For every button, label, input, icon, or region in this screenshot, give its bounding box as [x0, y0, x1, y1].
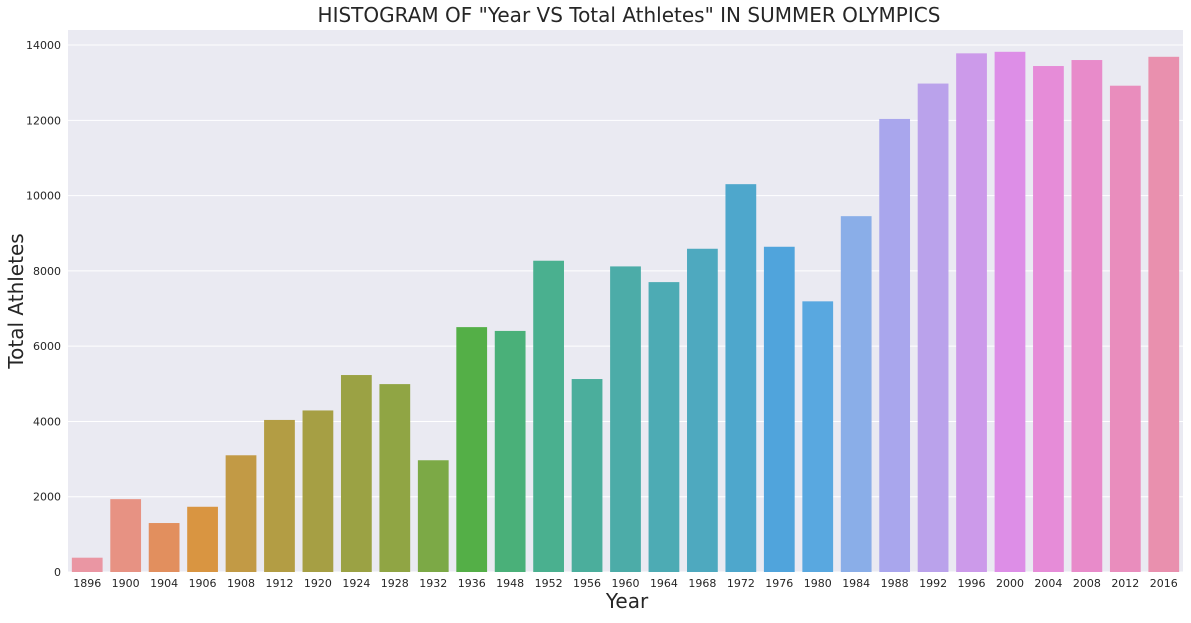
x-tick-label: 1928 — [381, 577, 409, 590]
x-tick-label: 1972 — [727, 577, 755, 590]
x-tick-label: 1932 — [419, 577, 447, 590]
y-tick-label: 0 — [54, 566, 61, 579]
y-tick-label: 6000 — [33, 340, 61, 353]
x-tick-label: 1976 — [765, 577, 793, 590]
bar-1912 — [264, 419, 295, 572]
x-tick-label: 1964 — [650, 577, 678, 590]
x-tick-label: 1952 — [535, 577, 563, 590]
bar-1932 — [417, 460, 449, 572]
bar-1992 — [917, 83, 949, 572]
y-tick-label: 10000 — [26, 190, 61, 203]
x-tick-label: 1896 — [73, 577, 101, 590]
y-tick-label: 8000 — [33, 265, 61, 278]
bar-1984 — [840, 216, 872, 573]
chart-title: HISTOGRAM OF "Year VS Total Athletes" IN… — [318, 3, 941, 27]
bar-1980 — [802, 301, 834, 572]
x-tick-label: 1980 — [804, 577, 832, 590]
bar-1908 — [225, 455, 257, 572]
bar-1896 — [71, 557, 103, 572]
x-tick-label: 2012 — [1111, 577, 1139, 590]
bar-1956 — [571, 379, 603, 572]
bar-2008 — [1071, 60, 1103, 573]
x-tick-label: 1988 — [881, 577, 909, 590]
bar-1988 — [879, 118, 911, 572]
bar-1968 — [687, 248, 718, 573]
x-tick-label: 1992 — [919, 577, 947, 590]
x-tick-label: 1920 — [304, 577, 332, 590]
x-tick-label: 1968 — [688, 577, 716, 590]
bar-2000 — [994, 51, 1026, 573]
bar-2004 — [1033, 66, 1064, 572]
x-tick-label: 1996 — [958, 577, 986, 590]
x-tick-label: 1908 — [227, 577, 255, 590]
x-tick-label: 1900 — [112, 577, 140, 590]
x-tick-label: 1936 — [458, 577, 486, 590]
bar-1976 — [763, 246, 795, 572]
y-tick-labels: 0 2000 4000 6000 8000 10000 12000 14000 — [26, 39, 61, 579]
bar-1906 — [187, 506, 218, 572]
bar-1928 — [379, 384, 411, 572]
x-tick-label: 1904 — [150, 577, 178, 590]
bar-2016 — [1148, 56, 1180, 572]
y-axis-title: Total Athletes — [4, 233, 28, 369]
x-tick-label: 1906 — [189, 577, 217, 590]
bar-1996 — [956, 53, 987, 572]
y-tick-label: 14000 — [26, 39, 61, 52]
bar-1964 — [648, 282, 680, 572]
x-tick-label: 1984 — [842, 577, 870, 590]
y-tick-label: 4000 — [33, 415, 61, 428]
bar-1924 — [340, 375, 372, 572]
x-tick-label: 1924 — [342, 577, 370, 590]
x-tick-label: 2008 — [1073, 577, 1101, 590]
bar-1920 — [302, 410, 334, 572]
bar-1904 — [148, 523, 180, 572]
y-tick-label: 12000 — [26, 114, 61, 127]
x-tick-label: 1960 — [612, 577, 640, 590]
bar-1952 — [533, 260, 564, 572]
bar-2012 — [1109, 85, 1141, 572]
y-tick-label: 2000 — [33, 491, 61, 504]
x-tick-labels: 1896 1900 1904 1906 1908 1912 1920 1924 1928 1932… — [73, 577, 1178, 590]
x-tick-label: 1948 — [496, 577, 524, 590]
x-tick-label: 1912 — [265, 577, 293, 590]
x-tick-label: 1956 — [573, 577, 601, 590]
bars — [71, 51, 1180, 573]
bar-1936 — [456, 327, 488, 572]
x-tick-label: 2000 — [996, 577, 1024, 590]
x-axis-title: Year — [605, 589, 649, 613]
x-tick-label: 2004 — [1034, 577, 1062, 590]
bar-1948 — [494, 330, 526, 572]
x-tick-label: 2016 — [1150, 577, 1178, 590]
bar-1960 — [610, 266, 641, 572]
bar-1900 — [110, 499, 142, 572]
bar-1972 — [725, 184, 757, 572]
